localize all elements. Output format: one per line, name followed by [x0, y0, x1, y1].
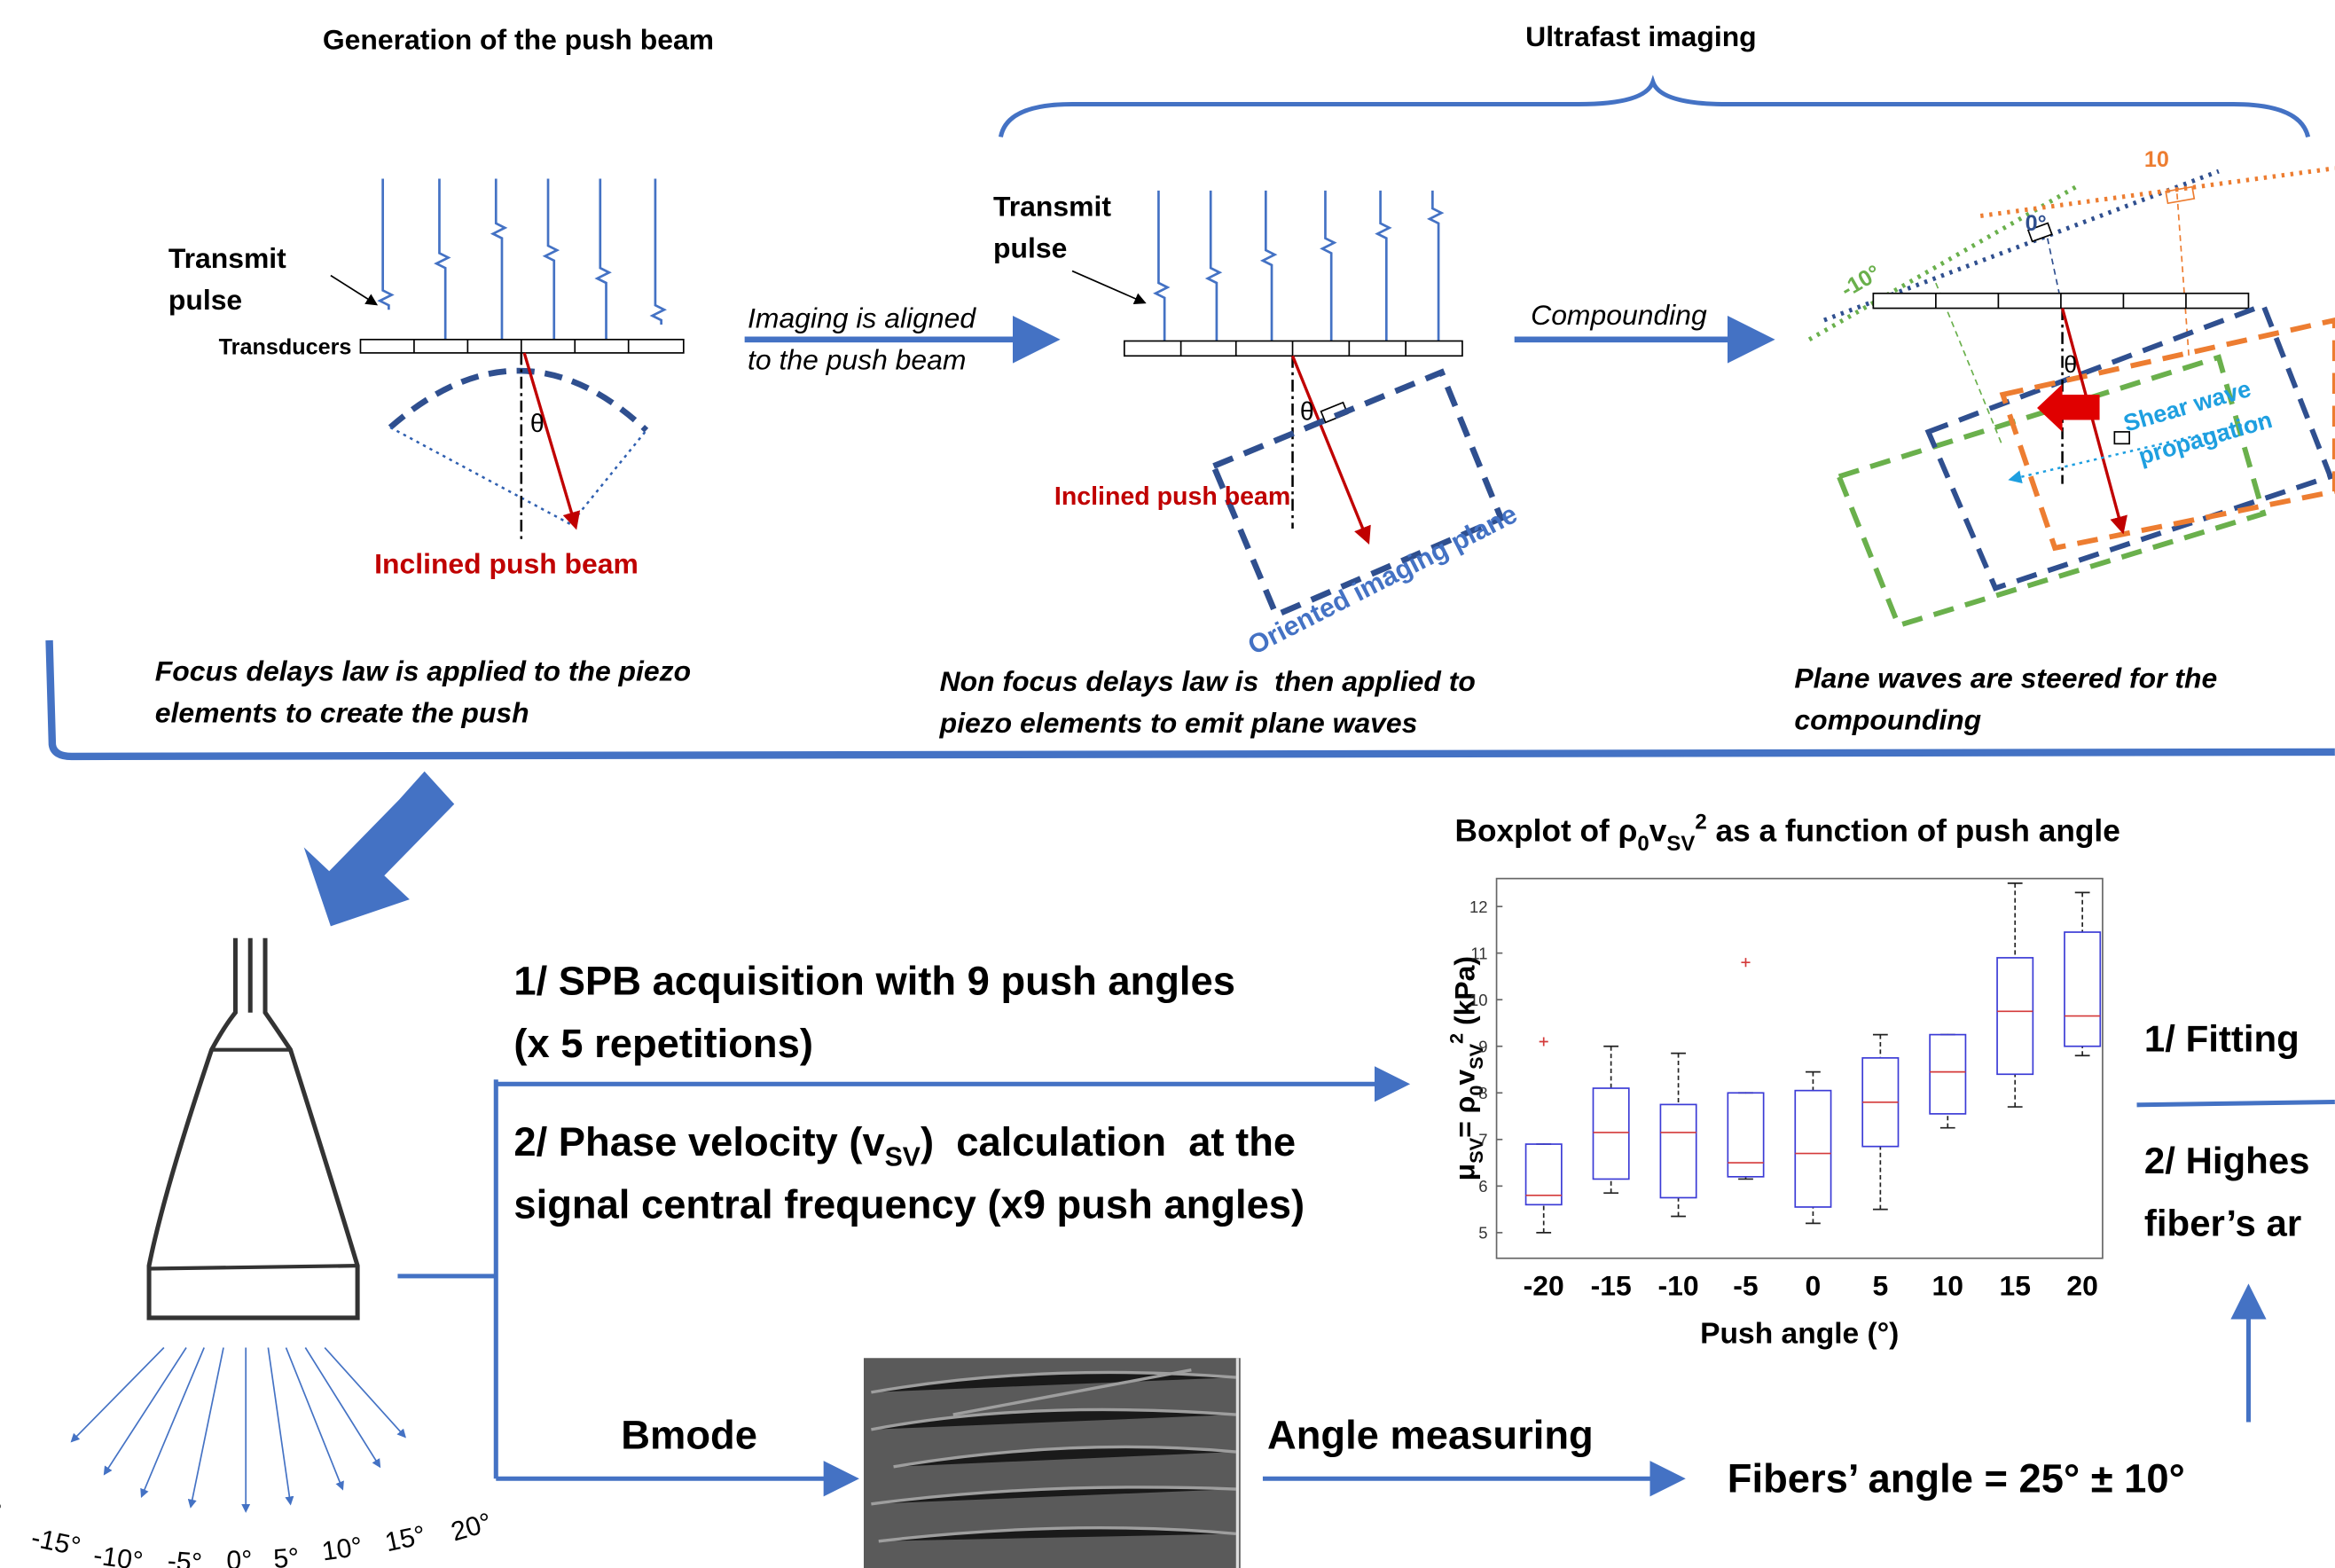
- text-part: 2: [1695, 811, 1706, 835]
- caption: Non focus delays law is then applied to: [940, 665, 1476, 697]
- arrow-label: to the push beam: [748, 343, 966, 375]
- text-part: ) calculation at the: [921, 1119, 1296, 1164]
- y-tick-label: 5: [1478, 1224, 1487, 1243]
- text-part: as a function of push angle: [1707, 814, 2120, 849]
- arrow-label: Imaging is aligned: [748, 302, 976, 333]
- label: pulse: [993, 231, 1067, 263]
- label: Transducers: [219, 335, 352, 360]
- label: Transmit: [168, 242, 286, 274]
- angle-label: 20°: [448, 1508, 495, 1547]
- x-tick-label: 15: [1999, 1270, 2030, 1302]
- text-part: 0: [1637, 832, 1649, 856]
- angle-label: 0°: [226, 1547, 252, 1568]
- angle-label: -15°: [28, 1523, 82, 1562]
- angle-label: 0°: [2025, 211, 2047, 236]
- label: Transmit: [993, 190, 1111, 222]
- plot-frame: [1497, 879, 2103, 1258]
- label: Oriented imaging plane: [1243, 499, 1522, 661]
- step-text: 2/ Phase velocity (vSV) calculation at t…: [513, 1119, 1296, 1172]
- step-text: 1/ SPB acquisition with 9 push angles: [513, 959, 1235, 1004]
- step-text: Bmode: [621, 1413, 757, 1458]
- y-tick-label: 7: [1478, 1131, 1487, 1149]
- text-part: v: [1649, 814, 1667, 849]
- angle-label: -10°: [91, 1541, 145, 1568]
- x-tick-label: -5: [1733, 1270, 1758, 1302]
- step-text: Angle measuring: [1267, 1413, 1594, 1458]
- text-part: 2: [1446, 1033, 1468, 1044]
- text-part: SV: [1666, 832, 1695, 856]
- y-tick-label: 11: [1470, 944, 1487, 962]
- step-text: 2/ Highes: [2144, 1140, 2310, 1181]
- y-tick-label: 8: [1478, 1084, 1487, 1102]
- page: {"header":{"push_beam_title":"Generation…: [0, 0, 2335, 1568]
- probe-angles: ° -15° -10° -5° 0° 5° 10° 15° 20°: [0, 1497, 495, 1568]
- x-tick-label: -20: [1524, 1270, 1564, 1302]
- step-text: Fibers’ angle = 25° ± 10°: [1728, 1455, 2185, 1501]
- angle-symbol: θ: [530, 410, 545, 438]
- y-tick-label: 12: [1469, 898, 1488, 916]
- x-tick-label: 0: [1806, 1270, 1822, 1302]
- label: Inclined push beam: [1054, 482, 1290, 511]
- diagram: Generation of the push beam Ultrafast im…: [0, 0, 2335, 1568]
- angle-symbol: θ: [1300, 397, 1314, 426]
- x-tick-label: -15: [1591, 1270, 1632, 1302]
- x-tick-label: 20: [2066, 1270, 2097, 1302]
- text-part: μ: [1448, 1164, 1480, 1181]
- y-tick-label: 10: [1469, 991, 1488, 1009]
- text-part: 2/ Phase velocity (v: [513, 1119, 885, 1164]
- step-text: (x 5 repetitions): [513, 1021, 813, 1066]
- step-text: 1/ Fitting: [2144, 1017, 2300, 1059]
- caption: Plane waves are steered for the: [1794, 662, 2217, 694]
- caption: elements to create the push: [155, 696, 529, 728]
- caption: piezo elements to emit plane waves: [939, 707, 1418, 739]
- x-tick-label: 10: [1932, 1270, 1963, 1302]
- labels: Generation of the push beam Ultrafast im…: [155, 20, 2310, 1501]
- boxplot: Boxplot of ρ0vSV2 as a function of push …: [1446, 811, 2120, 1351]
- angle-label: 15°: [382, 1521, 428, 1558]
- x-tick-label: 5: [1872, 1270, 1888, 1302]
- label: Inclined push beam: [374, 547, 639, 579]
- x-axis-label: Push angle (°): [1700, 1317, 1899, 1350]
- step-text: signal central frequency (x9 push angles…: [513, 1181, 1305, 1227]
- label: pulse: [168, 284, 242, 316]
- angle-label: -5°: [167, 1547, 203, 1568]
- y-tick-label: 9: [1478, 1037, 1487, 1055]
- angle-label: 10°: [320, 1532, 364, 1566]
- chart-title: Boxplot of ρ0vSV2 as a function of push …: [1455, 811, 2120, 857]
- arrow-label: Compounding: [1531, 299, 1707, 331]
- caption: Focus delays law is applied to the piezo: [155, 655, 691, 686]
- text-part: = ρ: [1448, 1096, 1480, 1138]
- angle-label: 5°: [272, 1543, 300, 1568]
- text-part: SV: [885, 1143, 921, 1172]
- step-text: fiber’s ar: [2144, 1203, 2301, 1244]
- section-title: Ultrafast imaging: [1525, 20, 1756, 52]
- y-tick-label: 6: [1478, 1177, 1487, 1196]
- text-part: Boxplot of ρ: [1455, 814, 1638, 849]
- x-tick-label: -10: [1658, 1270, 1699, 1302]
- angle-symbol: θ: [2064, 351, 2077, 378]
- section-title: Generation of the push beam: [323, 23, 714, 55]
- angle-label: °: [0, 1497, 6, 1528]
- text-part: v: [1448, 1070, 1480, 1086]
- caption: compounding: [1794, 704, 1981, 736]
- angle-label: 10: [2144, 147, 2169, 172]
